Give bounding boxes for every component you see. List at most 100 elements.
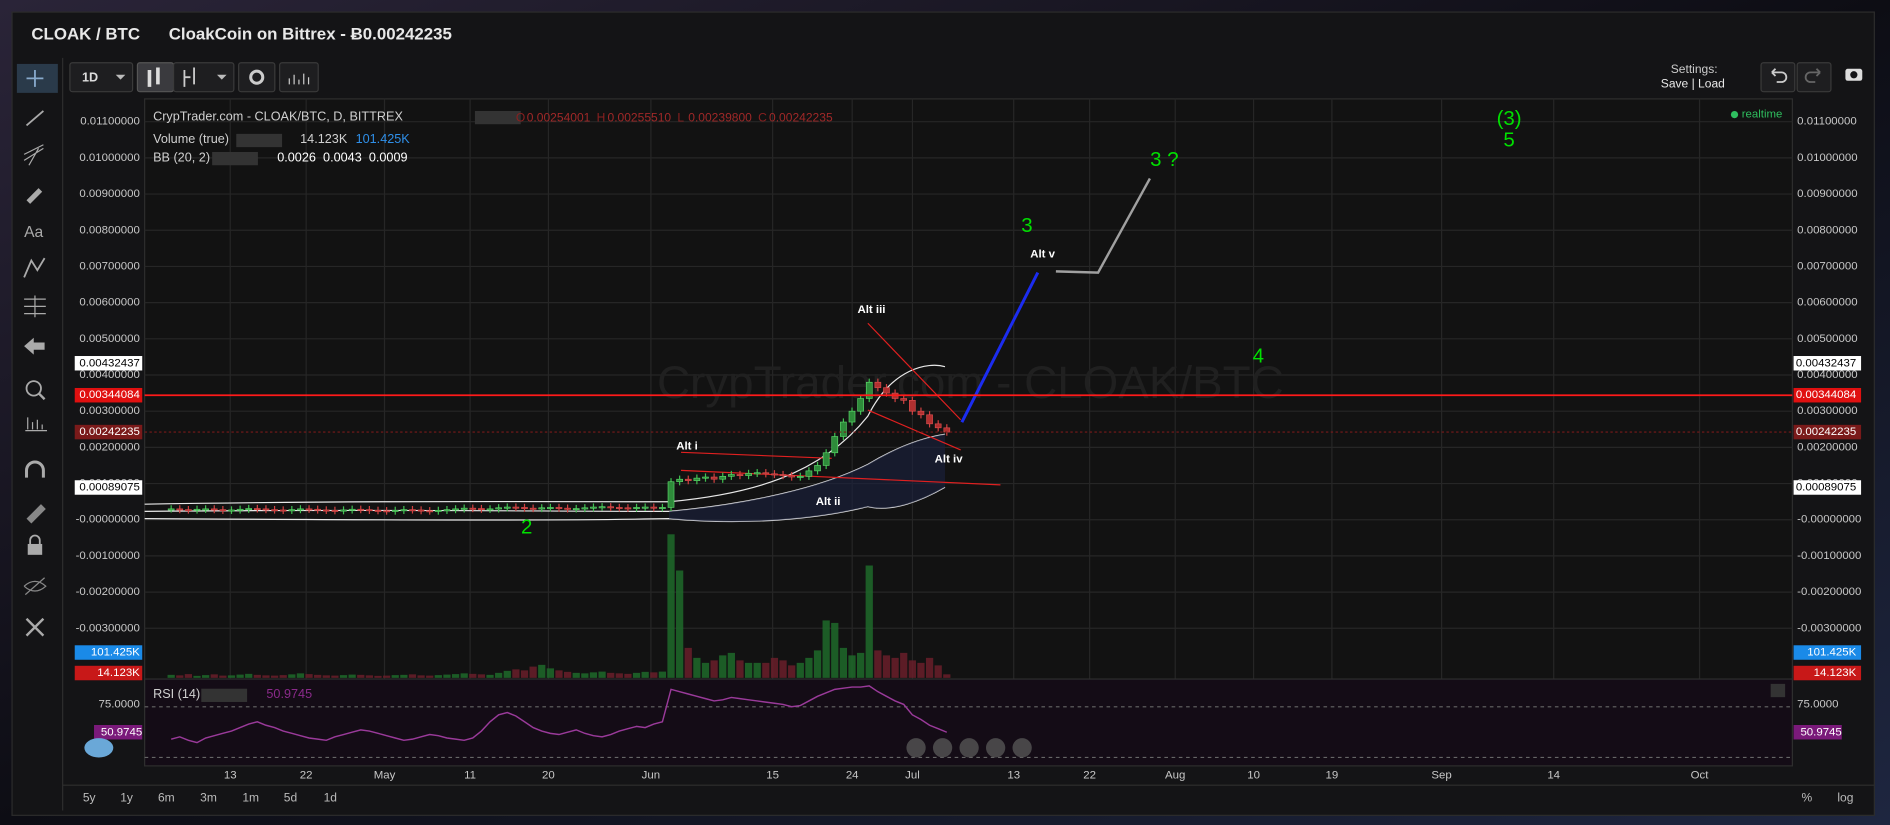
candle [478,508,485,511]
candle [417,509,425,512]
volume-bar [908,660,916,678]
lock-tool[interactable] [27,543,43,555]
undo-button[interactable] [1760,62,1796,93]
text-tool[interactable]: Aa [24,224,43,241]
legend-source: CrypTrader.com - CLOAK/BTC, D, BITTREX [153,109,403,123]
compare-button[interactable] [172,62,235,93]
x-tick-label: Jul [905,770,920,782]
candle [745,473,752,476]
x-tick-label: 22 [1083,770,1096,782]
y-tick-label: 0.01000000 [1797,152,1857,164]
zoom-in[interactable] [985,738,1006,758]
price-label: 0.00089075 [1796,482,1856,494]
candle-button[interactable] [136,62,175,93]
volume-bar [650,672,658,678]
volume-bar [408,674,417,678]
measure-tool[interactable] [25,417,48,432]
time-button[interactable]: 6m [158,791,175,805]
legend-bb: BB (20, 2) [153,150,210,164]
projection-line [960,271,1040,423]
candle [917,410,925,416]
candle [624,507,632,510]
time-button[interactable]: 5y [83,791,96,805]
candle [219,509,227,512]
volume-bar [167,674,175,678]
time-button[interactable]: 3m [200,791,217,805]
ohlc-value: 0.00255510 [607,110,671,124]
time-button[interactable]: 1m [242,791,259,805]
prediction-tool[interactable] [24,295,46,318]
rsi-tick-label: 75.0000 [98,698,139,710]
time-button[interactable]: 1d [324,791,337,805]
y-tick-label: 0.00700000 [1797,260,1857,272]
volume-bar [900,652,908,678]
y-tick-label: 0.01000000 [79,152,139,164]
time-button[interactable]: 5d [284,791,297,805]
volume-bar [219,675,227,678]
ohlc-legend: O 0.00254001 H 0.00255510 L 0.00239800 C 0.0024… [516,110,833,124]
candle [391,510,399,512]
x-axis: 13 22 May 11 20 Jun 15 24 Jul 13 22 Aug 10 19 Sep 14 Oct [224,770,1709,782]
remove-tool[interactable] [25,617,45,637]
candle [633,507,640,509]
candle [857,398,864,412]
candle [521,507,528,509]
scale-button[interactable]: log [1837,791,1853,805]
line-tool[interactable] [25,110,44,127]
save-load[interactable]: Save | Load [1661,77,1725,91]
reset[interactable] [959,738,979,758]
volume-bar [279,675,287,678]
crosshair-icon [26,69,44,87]
brush-tool[interactable] [26,188,43,204]
price-label: 0.00432437 [79,357,139,369]
settings-button[interactable] [238,62,276,93]
candle [848,410,856,423]
volume-bar [365,675,373,678]
y-tick-label: -0.00100000 [76,550,140,562]
zoom-tool[interactable] [25,380,42,397]
candle [193,508,201,511]
candle [469,507,477,510]
scale-button[interactable]: % [1801,791,1812,805]
pattern-tool[interactable] [23,257,46,278]
time-button[interactable]: 1y [120,791,133,805]
scroll-left[interactable] [906,738,926,758]
ohlc-key: O [516,110,525,124]
hide-tool[interactable] [23,577,47,596]
candle [357,508,365,511]
x-tick-label: 20 [542,770,555,782]
volume-bar [615,673,623,678]
compare-icon [183,67,195,87]
magnet-tool[interactable] [25,460,45,478]
candle [547,507,554,509]
indicators-button[interactable] [279,62,319,93]
redo-button[interactable] [1796,62,1832,93]
candle-icon [147,67,160,87]
fib-tool[interactable] [23,144,44,166]
arrow-tool[interactable] [24,337,45,355]
candle [771,473,778,476]
volume-bar [581,673,589,678]
scroll-right[interactable] [1012,738,1032,758]
stay-drawing-tool[interactable] [26,504,46,524]
volume-bar [426,675,434,678]
candle [314,508,321,511]
legend-bb-value: 0.0026 [277,150,316,164]
x-tick-label: Jun [642,770,660,782]
volume-bar [236,674,244,678]
annotation: 3 [1021,214,1032,237]
y-tick-label: 0.00600000 [1797,297,1857,309]
volume-bar [684,647,692,678]
maximize-button[interactable] [1770,683,1786,698]
interval-select[interactable] [69,62,134,93]
zoom-out[interactable] [932,738,953,758]
candle [909,400,916,412]
price-label: 0.00242235 [1796,426,1856,438]
volume-bar [391,675,399,678]
candle [943,427,951,433]
redo-icon [1804,68,1821,83]
cloud-icon[interactable] [84,738,114,758]
navigation-buttons [906,738,1032,758]
candle [728,474,735,477]
